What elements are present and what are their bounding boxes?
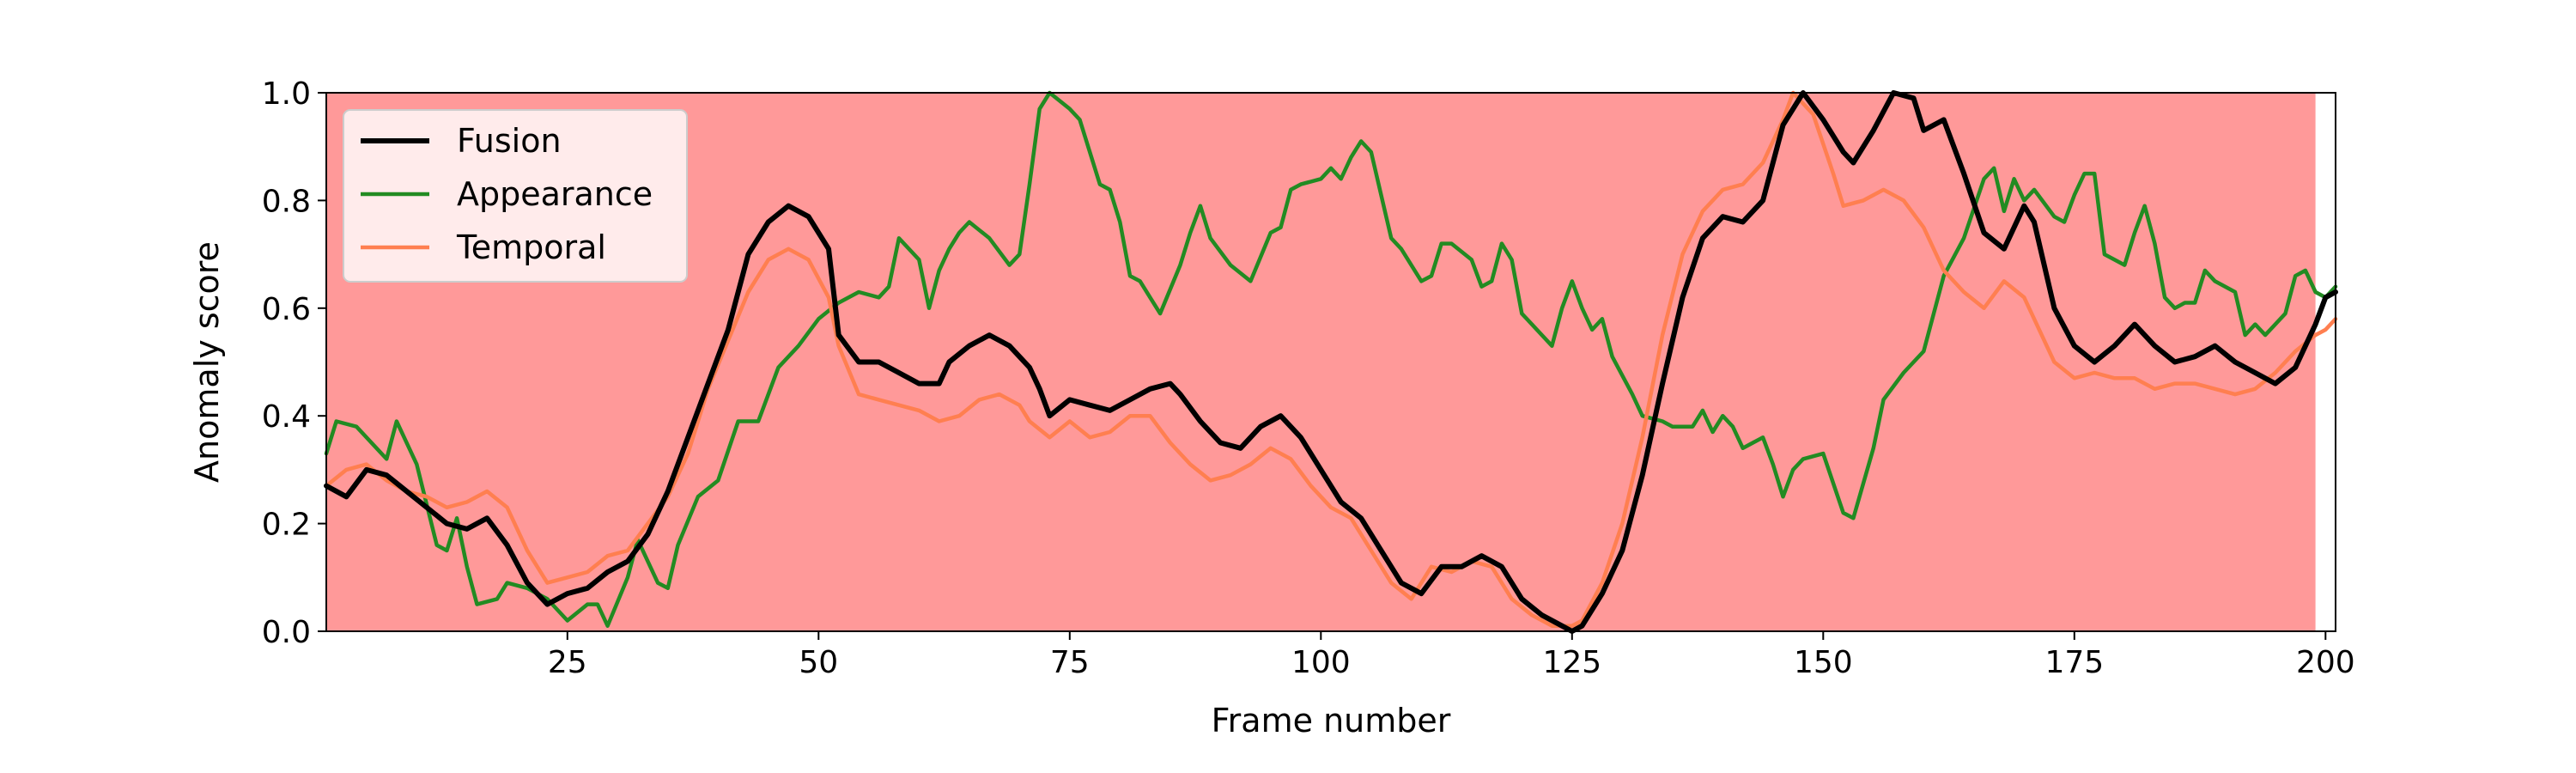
y-tick-label: 0.0 [262,615,311,650]
legend-label-fusion: Fusion [457,122,562,160]
y-axis-label: Anomaly score [188,241,226,483]
y-tick-label: 0.6 [262,292,311,327]
x-tick-label: 25 [548,645,587,680]
series-line-fusion [324,90,2338,634]
x-tick-label: 125 [1542,645,1601,680]
legend-label-temporal: Temporal [456,228,606,266]
x-tick-label: 75 [1050,645,1090,680]
x-tick-label: 100 [1291,645,1351,680]
x-tick-label: 50 [799,645,838,680]
x-tick-label: 150 [1794,645,1853,680]
legend: Fusion Appearance Temporal [343,109,688,283]
x-tick-label: 175 [2044,645,2104,680]
y-axis: 0.0 0.2 0.4 0.6 0.8 1.0 [262,76,326,650]
series-line-temporal [324,90,2338,628]
series-line-appearance [324,90,2338,628]
series-lines [324,90,2338,634]
y-tick-label: 1.0 [262,76,311,112]
x-axis-label: Frame number [1212,702,1451,740]
y-tick-label: 0.4 [262,399,311,435]
legend-label-appearance: Appearance [457,175,653,213]
x-tick-label: 200 [2296,645,2355,680]
y-tick-label: 0.2 [262,508,311,543]
x-axis: 25 50 75 100 125 150 175 200 [548,631,2355,680]
plot-frame [325,92,2336,632]
legend-box [343,109,688,283]
y-tick-label: 0.8 [262,184,311,219]
